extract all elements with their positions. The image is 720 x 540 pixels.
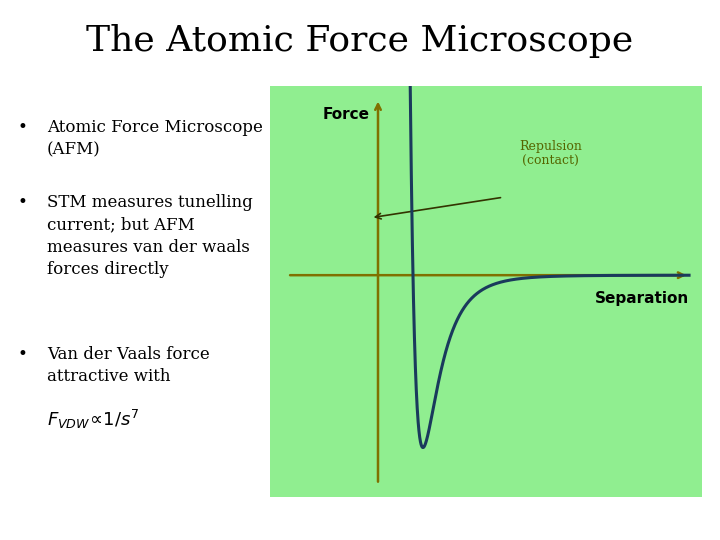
Text: Repulsion
(contact): Repulsion (contact) [519, 140, 582, 168]
Text: •: • [18, 346, 28, 362]
Text: Separation: Separation [595, 292, 689, 306]
Text: •: • [18, 194, 28, 211]
Text: $F_{VDW}\!\propto\!1/s^7$: $F_{VDW}\!\propto\!1/s^7$ [47, 408, 139, 431]
Text: Force: Force [323, 107, 369, 122]
Bar [270, 86, 702, 497]
Text: The Atomic Force Microscope: The Atomic Force Microscope [86, 24, 634, 58]
Text: •: • [18, 119, 28, 136]
Text: Van der Vaals force
attractive with: Van der Vaals force attractive with [47, 346, 210, 385]
Text: Atomic Force Microscope
(AFM): Atomic Force Microscope (AFM) [47, 119, 263, 158]
Text: STM measures tunelling
current; but AFM
measures van der waals
forces directly: STM measures tunelling current; but AFM … [47, 194, 253, 278]
